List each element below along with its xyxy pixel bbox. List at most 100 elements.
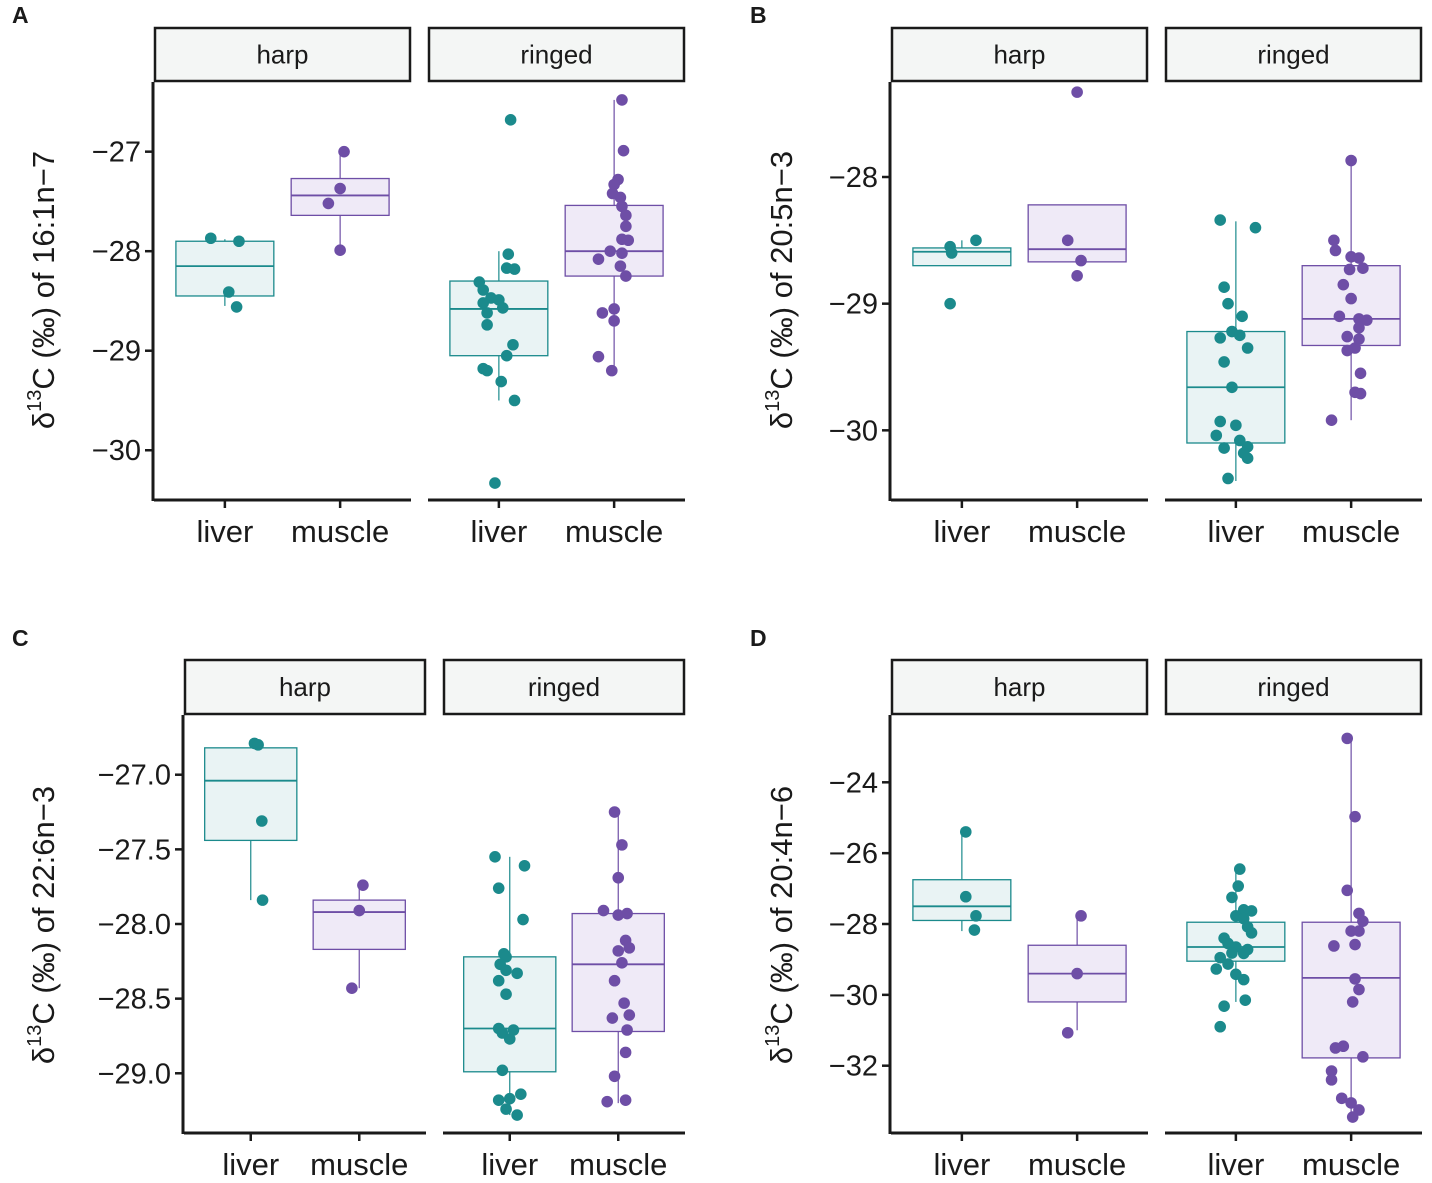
boxplot-liver: liver: [463, 851, 557, 1182]
data-point: [334, 182, 346, 195]
data-point: [622, 234, 635, 247]
data-point: [481, 307, 493, 319]
panel-letter: A: [12, 2, 29, 28]
boxplot-liver: liver: [175, 232, 275, 549]
boxplot-muscle: muscle: [564, 94, 664, 549]
y-axis-label-symbol: δ: [26, 1047, 61, 1064]
y-axis-label-superscript: 13: [24, 390, 46, 412]
data-point: [1328, 940, 1340, 952]
facet-strip: [1164, 26, 1423, 83]
data-point: [604, 245, 617, 257]
boxplot-liver: liver: [1186, 863, 1286, 1182]
data-point: [618, 997, 630, 1009]
y-tick-label: −32: [829, 1051, 878, 1083]
data-point: [1349, 810, 1361, 823]
data-point: [1249, 221, 1262, 234]
data-point: [1210, 963, 1223, 975]
data-point: [1346, 1111, 1359, 1123]
y-tick-label: −30: [829, 415, 878, 447]
panel-letter: C: [12, 625, 29, 651]
data-point: [1071, 270, 1083, 282]
data-point: [517, 913, 529, 926]
data-point: [623, 1009, 636, 1021]
y-tick-label: −28: [92, 236, 141, 268]
y-tick-label: −27.5: [98, 834, 171, 866]
facet-ringed: ringed liver muscle: [442, 658, 686, 1182]
facet-strip: [183, 658, 427, 716]
boxplot-liver: liver: [912, 826, 1012, 1182]
x-tick-label: muscle: [1028, 514, 1126, 549]
facet-strip: [427, 26, 686, 83]
data-point: [477, 284, 490, 296]
data-point: [357, 879, 369, 891]
data-point: [1236, 310, 1248, 323]
facet-strip-label: ringed: [1257, 672, 1329, 702]
facet-strip: [442, 658, 686, 716]
data-point: [608, 303, 620, 315]
data-point: [1237, 947, 1250, 960]
data-point: [1226, 947, 1238, 959]
data-point: [489, 851, 501, 863]
data-point: [492, 974, 505, 987]
data-point: [252, 739, 264, 751]
data-point: [592, 350, 605, 363]
y-tick-label: −27: [92, 137, 141, 169]
boxplot-liver: liver: [204, 737, 298, 1182]
data-point: [1349, 938, 1361, 951]
data-point: [1360, 314, 1373, 326]
boxplot-muscle: muscle: [1301, 732, 1401, 1182]
y-axis-label-superscript: 13: [24, 1025, 46, 1047]
data-point: [1353, 252, 1365, 264]
facet-strip: [1164, 658, 1423, 716]
data-point: [256, 894, 269, 906]
data-point: [1241, 452, 1254, 465]
data-point: [614, 260, 627, 272]
data-point: [612, 871, 625, 884]
data-point: [1353, 321, 1365, 334]
data-point: [230, 301, 243, 313]
data-point: [1214, 415, 1227, 428]
facet-strip-label: harp: [993, 672, 1045, 702]
data-point: [608, 178, 620, 191]
data-point: [1222, 297, 1234, 310]
data-point: [1233, 434, 1246, 447]
boxplot-muscle: muscle: [1027, 86, 1127, 549]
data-point: [1335, 1092, 1348, 1105]
boxplot-muscle: muscle: [1027, 910, 1127, 1182]
data-point: [605, 364, 618, 377]
data-point: [500, 964, 512, 977]
data-point: [222, 286, 235, 298]
data-point: [500, 988, 512, 1000]
data-point: [1328, 234, 1340, 247]
data-point: [1357, 915, 1369, 927]
data-point: [1329, 244, 1342, 257]
y-axis-label-text: C (‰) of 20:4n−6: [764, 786, 799, 1025]
data-point: [503, 1033, 516, 1045]
data-point: [204, 232, 217, 245]
y-tick-label: −29: [92, 336, 141, 368]
data-point: [620, 209, 632, 222]
data-point: [1214, 214, 1227, 226]
data-point: [620, 220, 632, 233]
y-axis-label-text: C (‰) of 22:6n−3: [26, 786, 61, 1025]
data-point: [1357, 1051, 1369, 1063]
facet-harp: harp liver muscle: [890, 26, 1149, 549]
y-axis-label: δ13C (‰) of 20:5n−3: [762, 151, 799, 429]
boxplot-muscle: muscle: [290, 145, 390, 549]
data-point: [1353, 983, 1365, 996]
data-point: [620, 270, 632, 282]
facet-harp: harp liver muscle: [890, 658, 1149, 1182]
data-point: [1337, 278, 1350, 291]
data-point: [621, 1024, 633, 1036]
panel-letter: D: [750, 625, 767, 651]
y-axis-label: δ13C (‰) of 20:4n−6: [762, 786, 799, 1064]
y-tick-label: −29: [829, 289, 878, 321]
data-point: [623, 942, 636, 954]
box: [204, 747, 298, 842]
data-point: [1218, 281, 1230, 294]
data-point: [495, 375, 508, 388]
data-point: [1218, 356, 1230, 368]
data-point: [518, 859, 531, 872]
